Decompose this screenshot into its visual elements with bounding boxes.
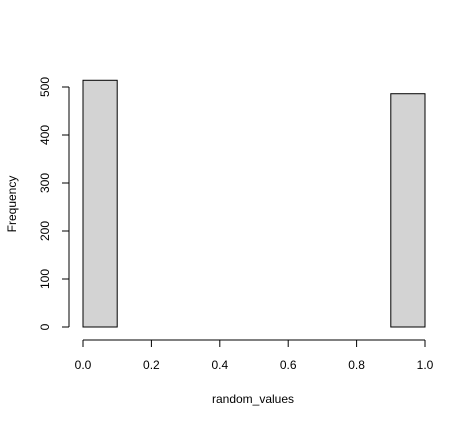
bars-layer [82, 79, 426, 328]
x-tick-label: 0.8 [348, 358, 365, 372]
y-axis: 0 100 200 300 400 500 [38, 77, 70, 330]
x-tick-label: 1.0 [417, 358, 434, 372]
x-tick-label: 0.4 [211, 358, 228, 372]
y-tick-label: 400 [38, 125, 52, 145]
x-tick-label: 0.0 [75, 358, 92, 372]
y-tick-label: 200 [38, 221, 52, 241]
y-tick-label: 0 [38, 323, 52, 330]
x-axis: 0.0 0.2 0.4 0.6 0.8 1.0 [75, 339, 434, 372]
x-tick-label: 0.2 [143, 358, 160, 372]
y-tick-label: 100 [38, 269, 52, 289]
y-axis-label: Frequency [5, 176, 19, 233]
y-tick-label: 300 [38, 173, 52, 193]
x-tick-label: 0.6 [280, 358, 297, 372]
y-tick-label: 500 [38, 77, 52, 97]
histogram-bar [390, 93, 426, 328]
x-axis-label: random_values [212, 392, 294, 406]
histogram-bar [82, 79, 118, 328]
